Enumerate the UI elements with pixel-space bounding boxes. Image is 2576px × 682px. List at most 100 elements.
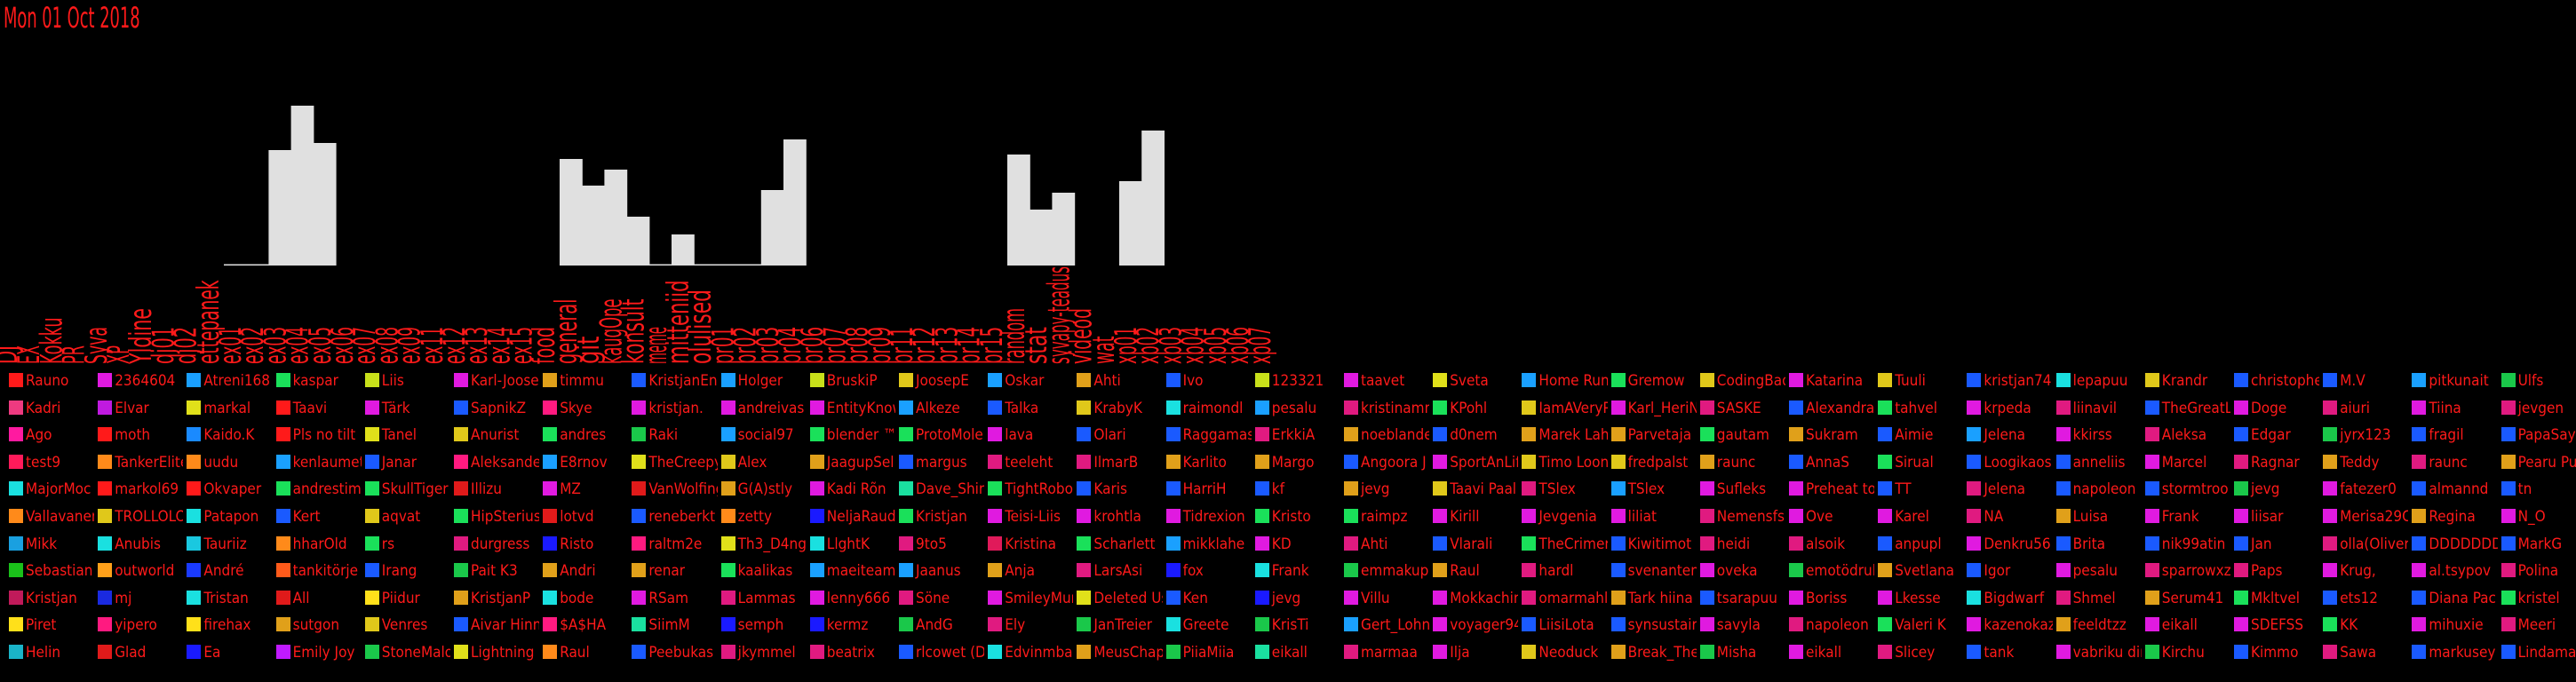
user-color-swatch	[1165, 481, 1181, 496]
user-entry: Krug,	[2323, 558, 2408, 584]
user-name: Edgar	[2251, 426, 2291, 445]
user-entry: Shmel	[2055, 585, 2142, 612]
user-name: TankerElite	[115, 453, 184, 472]
user-entry: hharOld	[275, 531, 362, 558]
bar-syvapy-teadus	[1052, 193, 1076, 266]
user-color-swatch	[454, 427, 468, 442]
user-entry: Neoduck	[1522, 639, 1607, 666]
user-color-swatch	[1522, 427, 1537, 442]
user-color-swatch	[275, 373, 290, 387]
bar-pr02	[738, 264, 762, 266]
user-name: liliat	[1627, 508, 1657, 526]
user-color-swatch	[1522, 645, 1537, 659]
user-color-swatch	[1254, 617, 1269, 632]
user-entry: Alkeze	[899, 395, 984, 422]
user-color-swatch	[9, 454, 23, 469]
user-color-swatch	[2500, 645, 2516, 659]
user-color-swatch	[1699, 454, 1714, 469]
user-entry: kkirss	[2055, 422, 2142, 448]
bar-ex04	[290, 106, 314, 266]
user-color-swatch	[9, 535, 23, 551]
user-color-swatch	[98, 563, 113, 578]
user-entry: jkymmel	[720, 639, 807, 666]
user-name: kaalikas	[737, 562, 793, 581]
bar-kaugOpe	[604, 170, 628, 266]
user-name: CodingBad	[1716, 372, 1785, 390]
user-name: stormtroo	[2161, 480, 2229, 499]
category-label-pr14: pr14	[952, 327, 988, 364]
user-name: KPohl	[1450, 399, 1488, 417]
user-color-swatch	[1254, 454, 1269, 469]
user-entry: emmakupi	[1344, 558, 1429, 584]
user-name: uudu	[203, 453, 239, 472]
user-color-swatch	[720, 427, 735, 442]
user-color-swatch	[809, 481, 824, 496]
user-entry: markol69	[98, 476, 183, 503]
user-color-swatch	[809, 509, 824, 523]
user-name: d0nem	[1450, 426, 1498, 445]
user-name: oveka	[1716, 562, 1758, 581]
user-entry: Anubis	[98, 531, 183, 558]
user-name: rlcowet (D	[916, 644, 985, 662]
user-color-swatch	[2055, 590, 2071, 605]
user-name: TheGreatL	[2161, 399, 2230, 417]
user-entry: andreivas	[720, 395, 807, 422]
user-entry: Anurist	[454, 422, 539, 448]
user-name: Serum41	[2161, 589, 2224, 607]
user-name: margus	[916, 453, 967, 472]
user-color-swatch	[187, 645, 202, 659]
user-color-swatch	[1699, 481, 1714, 496]
user-name: raltm2e	[648, 535, 703, 553]
category-label-olulised: olulised	[683, 289, 719, 364]
user-name: Söne	[916, 589, 950, 607]
user-color-swatch	[98, 509, 113, 523]
user-color-swatch	[187, 535, 202, 551]
user-name: markal	[203, 399, 251, 417]
user-entry: Nemensfs	[1699, 504, 1785, 530]
user-color-swatch	[2144, 535, 2159, 551]
user-color-swatch	[2412, 400, 2427, 415]
user-color-swatch	[1967, 563, 1982, 578]
user-color-swatch	[1254, 509, 1269, 523]
user-color-swatch	[899, 427, 913, 442]
user-name: Neoduck	[1538, 644, 1599, 662]
user-color-swatch	[364, 454, 379, 469]
user-entry: Atreni168	[187, 368, 272, 394]
user-name: test9	[26, 453, 61, 472]
user-entry: renar	[632, 558, 717, 584]
user-name: Aleksa	[2161, 426, 2207, 445]
user-name: Anja	[1005, 562, 1035, 581]
user-color-swatch	[1165, 400, 1181, 415]
user-entry: Holger	[720, 368, 807, 394]
user-entry: Doge	[2234, 395, 2319, 422]
user-name: DDDDDDDD	[2429, 535, 2498, 553]
user-color-swatch	[187, 617, 202, 632]
user-entry: JoosepE	[899, 368, 984, 394]
user-entry: Tuuli	[1878, 368, 1963, 394]
user-color-swatch	[275, 481, 290, 496]
user-entry: markal	[187, 395, 272, 422]
category-label-Yldine: Yldine	[123, 308, 159, 365]
user-color-swatch	[454, 373, 468, 387]
user-entry: voyager94	[1433, 612, 1518, 638]
user-name: Katarina	[1806, 372, 1864, 390]
user-name: Raki	[648, 426, 679, 445]
user-name: Jevgenia	[1538, 508, 1597, 526]
user-color-swatch	[809, 454, 824, 469]
user-entry: Taavi	[275, 395, 362, 422]
user-name: Glad	[115, 644, 147, 662]
category-label-pr08: pr08	[840, 327, 876, 364]
user-color-swatch	[2055, 400, 2071, 415]
user-entry: Peebukas	[632, 639, 717, 666]
user-name: Margo	[1271, 453, 1315, 472]
user-color-swatch	[2055, 563, 2071, 578]
user-name: tn	[2517, 480, 2532, 499]
user-color-swatch	[1967, 400, 1982, 415]
user-color-swatch	[1878, 535, 1893, 551]
user-entry: savyla	[1699, 612, 1785, 638]
user-name: Regina	[2429, 508, 2476, 526]
user-name: Diana Pac	[2429, 589, 2496, 607]
user-name: Luisa	[2072, 508, 2109, 526]
user-name: E8rnov	[560, 453, 608, 472]
user-color-swatch	[1077, 617, 1092, 632]
